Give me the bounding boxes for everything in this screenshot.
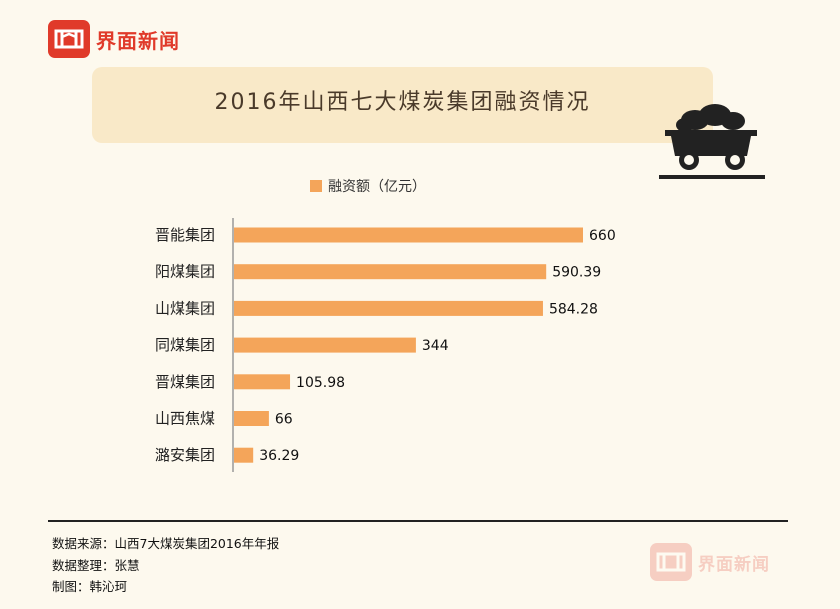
category-label: 晋能集团: [155, 226, 215, 244]
bar: [234, 337, 416, 353]
coal-cart-icon: [655, 100, 767, 186]
category-label: 阳煤集团: [155, 263, 215, 281]
legend-swatch: [310, 180, 322, 192]
watermark-text: 界面新闻: [698, 554, 770, 575]
category-label: 同煤集团: [155, 336, 215, 354]
value-label: 66: [275, 412, 293, 428]
legend-label: 融资额（亿元）: [328, 179, 426, 195]
value-label: 105.98: [296, 375, 345, 391]
brand-logo: 界面新闻: [48, 20, 180, 58]
value-label: 344: [422, 338, 449, 354]
bar: [234, 227, 583, 243]
bar: [234, 374, 291, 390]
bar: [234, 264, 547, 280]
brand-name: 界面新闻: [96, 28, 180, 53]
footer-compiler: 数据整理：张慧: [52, 558, 140, 573]
bar: [234, 300, 543, 316]
value-label: 660: [589, 228, 616, 244]
category-label: 潞安集团: [155, 446, 215, 464]
category-label: 山煤集团: [155, 299, 215, 317]
footer-source: 数据来源：山西7大煤炭集团2016年年报: [52, 536, 280, 551]
footer-divider: [48, 520, 788, 522]
footer-designer: 制图：韩沁珂: [52, 579, 128, 594]
category-label: 山西焦煤: [155, 410, 215, 428]
value-label: 590.39: [552, 265, 601, 281]
chart-title: 2016年山西七大煤炭集团融资情况: [214, 90, 591, 115]
bar: [234, 447, 254, 463]
watermark: 界面新闻: [650, 543, 770, 581]
category-label: 晋煤集团: [155, 373, 215, 391]
jiemian-logo-icon: [48, 20, 90, 58]
value-label: 36.29: [259, 448, 299, 464]
chart-legend: 融资额（亿元）: [310, 176, 426, 196]
title-banner: [92, 67, 713, 143]
watermark-logo-icon: [650, 543, 692, 581]
bar: [234, 411, 269, 426]
value-label: 584.28: [549, 301, 598, 317]
